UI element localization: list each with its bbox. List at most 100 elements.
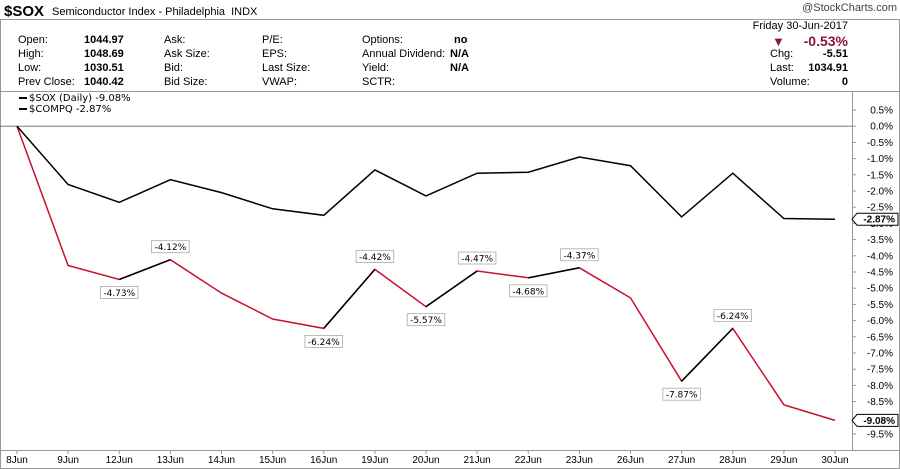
x-tick-label: 9Jun (57, 455, 79, 466)
end-label-box (851, 212, 899, 226)
data-label: -5.57% (410, 316, 442, 326)
end-label: -9.08% (863, 416, 895, 427)
legend-item-sox: $SOX (Daily) -9.08% (19, 93, 131, 104)
last-row: Last: 1034.91 (770, 62, 848, 74)
exchange: INDX (231, 6, 258, 18)
yield-value: N/A (450, 62, 469, 74)
y-tick-label: -1.0% (867, 154, 893, 165)
data-label: -4.68% (512, 287, 544, 297)
data-label: -6.24% (308, 338, 340, 348)
data-label-box (304, 334, 343, 348)
y-tick-label: -2.0% (867, 187, 893, 198)
y-tick-label: -8.5% (867, 397, 893, 408)
quote-date: Friday 30-Jun-2017 (752, 20, 848, 32)
data-label-box (457, 251, 497, 265)
ask-size-label: Ask Size: (164, 48, 210, 60)
dividend-value: N/A (450, 48, 469, 60)
down-arrow-icon: ▼ (772, 34, 785, 49)
percent-change: -0.53% (803, 33, 848, 49)
chart-frame (0, 19, 900, 469)
yield-label: Yield: (362, 62, 390, 74)
y-tick-label: 0.5% (870, 106, 893, 117)
x-tick-label: 8Jun (6, 455, 28, 466)
x-tick-label: 29Jun (770, 455, 797, 466)
series-segment-sox-up (681, 327, 734, 382)
legend-item-compq: $COMPQ -2.87% (19, 104, 111, 115)
data-label-box (406, 313, 446, 327)
x-tick-label: 21Jun (464, 455, 491, 466)
y-tick-label: -8.0% (867, 381, 893, 392)
x-tick-label: 16Jun (310, 455, 337, 466)
volume-label: Volume: (770, 76, 810, 88)
change-label: Chg: (770, 48, 794, 60)
y-tick-label: -1.5% (867, 170, 893, 181)
y-tick-label: -5.0% (867, 284, 893, 295)
end-label-box (851, 413, 899, 427)
y-tick-label: -4.5% (867, 268, 893, 279)
data-label-box (355, 250, 395, 263)
x-tick-label: 12Jun (106, 455, 133, 466)
x-tick-label: 23Jun (566, 455, 593, 466)
data-label-box (662, 387, 701, 401)
y-tick-label: -6.0% (867, 316, 893, 327)
legend-swatch-sox (19, 97, 27, 99)
x-tick-label: 26Jun (617, 455, 644, 466)
x-tick-label: 13Jun (157, 455, 184, 466)
x-tick-label: 22Jun (515, 455, 542, 466)
y-tick-label: -7.0% (867, 349, 893, 360)
series-segment-sox-up (425, 270, 478, 308)
x-tick-label: 19Jun (361, 455, 388, 466)
end-label: -2.87% (863, 215, 895, 226)
data-label: -4.12% (154, 243, 186, 253)
data-label-box (560, 248, 599, 262)
legend-label-compq: $COMPQ -2.87% (29, 104, 112, 115)
x-tick-label: 27Jun (668, 455, 695, 466)
index-name: Semiconductor Index - Philadelphia INDX (52, 6, 257, 18)
options-label: Options: (362, 34, 403, 46)
change-value: -5.51 (822, 48, 848, 60)
prev-close-value: 1040.42 (84, 76, 124, 88)
y-tick-label: -7.5% (867, 365, 893, 376)
open-value: 1044.97 (84, 34, 124, 46)
volume-row: Volume: 0 (770, 76, 848, 88)
bid-size-label: Bid Size: (164, 76, 208, 88)
legend-swatch-compq (19, 108, 27, 110)
data-label: -4.73% (103, 289, 135, 299)
y-tick-label: -9.5% (867, 430, 893, 441)
volume-value: 0 (841, 76, 848, 88)
data-label: -6.24% (717, 312, 749, 322)
data-label-box (100, 286, 139, 299)
symbol: $SOX (4, 3, 45, 20)
data-label: -4.42% (359, 253, 391, 263)
series-segment-sox-up (323, 268, 376, 329)
y-tick-label: -0.5% (867, 138, 893, 149)
last-size-label: Last Size: (262, 62, 311, 74)
last-label: Last: (770, 62, 794, 74)
ask-label: Ask: (164, 34, 186, 46)
sctr-label: SCTR: (362, 76, 395, 88)
quote-header: $SOX Semiconductor Index - Philadelphia … (0, 0, 900, 92)
series-segment-sox-up (528, 267, 580, 279)
data-label-box (713, 308, 752, 322)
series-segment-sox-up (118, 258, 171, 281)
data-label-box (151, 240, 190, 254)
data-label: -7.87% (666, 391, 698, 401)
watermark: @StockCharts.com (802, 2, 897, 14)
series-line-compq (16, 125, 836, 220)
y-tick-label: -2.5% (867, 203, 893, 214)
legend-label-sox: $SOX (Daily) -9.08% (29, 93, 131, 104)
x-tick-label: 30Jun (821, 455, 848, 466)
y-tick-label: -4.0% (867, 251, 893, 262)
pe-label: P/E: (262, 34, 283, 46)
data-label: -4.47% (461, 255, 493, 265)
eps-label: EPS: (262, 48, 288, 60)
y-tick-label: -5.5% (867, 300, 893, 311)
series-line-sox (16, 125, 836, 422)
open-label: Open: (18, 34, 48, 46)
last-value: 1034.91 (808, 62, 848, 74)
x-tick-label: 20Jun (412, 455, 439, 466)
data-label-box (509, 284, 548, 298)
change-row: Chg: -5.51 (770, 48, 848, 60)
x-tick-label: 28Jun (719, 455, 746, 466)
